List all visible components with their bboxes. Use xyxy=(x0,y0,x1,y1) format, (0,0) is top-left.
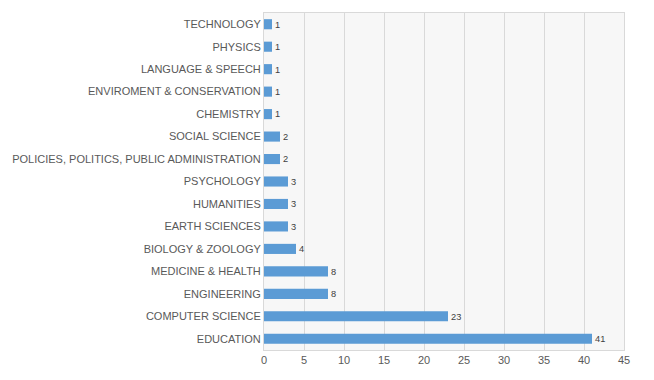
svg-text:PSYCHOLOGY: PSYCHOLOGY xyxy=(184,175,262,187)
svg-text:5: 5 xyxy=(301,354,307,366)
svg-text:3: 3 xyxy=(291,199,296,209)
svg-text:CHEMISTRY: CHEMISTRY xyxy=(196,108,261,120)
svg-text:1: 1 xyxy=(275,65,280,75)
svg-text:45: 45 xyxy=(618,354,630,366)
svg-text:20: 20 xyxy=(418,354,430,366)
svg-text:EDUCATION: EDUCATION xyxy=(197,333,261,345)
svg-text:ENVIROMENT & CONSERVATION: ENVIROMENT & CONSERVATION xyxy=(88,85,261,97)
svg-text:1: 1 xyxy=(275,109,280,119)
svg-text:SOCIAL SCIENCE: SOCIAL SCIENCE xyxy=(169,130,261,142)
svg-text:40: 40 xyxy=(578,354,590,366)
svg-text:3: 3 xyxy=(291,177,296,187)
svg-text:1: 1 xyxy=(275,20,280,30)
svg-text:35: 35 xyxy=(538,354,550,366)
svg-text:25: 25 xyxy=(458,354,470,366)
svg-text:41: 41 xyxy=(595,334,605,344)
svg-text:4: 4 xyxy=(299,244,304,254)
svg-text:30: 30 xyxy=(498,354,510,366)
svg-text:EARTH SCIENCES: EARTH SCIENCES xyxy=(164,220,260,232)
svg-text:2: 2 xyxy=(283,154,288,164)
svg-text:15: 15 xyxy=(378,354,390,366)
svg-text:TECHNOLOGY: TECHNOLOGY xyxy=(184,18,262,30)
svg-text:0: 0 xyxy=(261,354,267,366)
svg-text:3: 3 xyxy=(291,222,296,232)
svg-text:PHYSICS: PHYSICS xyxy=(213,41,261,53)
svg-text:2: 2 xyxy=(283,132,288,142)
svg-text:LANGUAGE & SPEECH: LANGUAGE & SPEECH xyxy=(141,63,261,75)
svg-text:1: 1 xyxy=(275,87,280,97)
svg-text:POLICIES, POLITICS, PUBLIC ADM: POLICIES, POLITICS, PUBLIC ADMINISTRATIO… xyxy=(12,153,261,165)
svg-text:8: 8 xyxy=(331,267,336,277)
svg-text:COMPUTER SCIENCE: COMPUTER SCIENCE xyxy=(146,310,261,322)
svg-text:ENGINEERING: ENGINEERING xyxy=(184,288,261,300)
svg-text:HUMANITIES: HUMANITIES xyxy=(193,198,261,210)
svg-text:MEDICINE & HEALTH: MEDICINE & HEALTH xyxy=(151,265,261,277)
svg-text:10: 10 xyxy=(338,354,350,366)
svg-text:8: 8 xyxy=(331,289,336,299)
svg-text:23: 23 xyxy=(451,312,461,322)
svg-text:1: 1 xyxy=(275,42,280,52)
svg-text:BIOLOGY & ZOOLOGY: BIOLOGY & ZOOLOGY xyxy=(144,243,262,255)
